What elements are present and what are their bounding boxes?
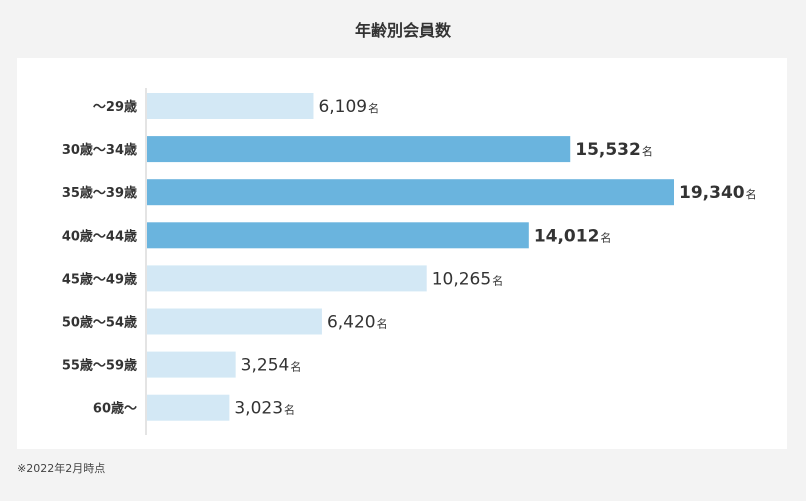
- bar: [147, 351, 236, 378]
- bar: [147, 265, 427, 292]
- category-label: 45歳〜49歳: [62, 271, 137, 287]
- category-label: 55歳〜59歳: [62, 358, 137, 374]
- value-label: 6,420名: [327, 313, 388, 333]
- value-label: 3,254名: [241, 356, 302, 376]
- category-label: 35歳〜39歳: [62, 185, 137, 201]
- bar: [147, 394, 230, 421]
- category-label: 〜29歳: [93, 99, 137, 115]
- category-label: 40歳〜44歳: [62, 228, 137, 244]
- bar: [147, 308, 322, 335]
- value-label: 14,012名: [534, 226, 612, 246]
- chart-panel: 〜29歳 6,109名 30歳〜34歳 15,532名 35歳〜39歳 19,340名 40…: [17, 58, 787, 449]
- footnote: ※2022年2月時点: [17, 462, 106, 475]
- bar-chart: 〜29歳 6,109名 30歳〜34歳 15,532名 35歳〜39歳 19,340名 40…: [62, 88, 757, 435]
- bar: [147, 136, 571, 163]
- value-label: 6,109名: [318, 97, 379, 117]
- value-label: 3,023名: [234, 399, 295, 419]
- bar: [147, 222, 529, 249]
- chart-title: 年齢別会員数: [354, 21, 451, 40]
- bar: [147, 93, 314, 119]
- category-label: 60歳〜: [93, 401, 137, 417]
- value-label: 15,532名: [575, 140, 653, 160]
- category-label: 30歳〜34歳: [62, 142, 137, 158]
- value-label: 10,265名: [432, 269, 503, 289]
- bar: [147, 179, 674, 206]
- value-label: 19,340名: [679, 183, 757, 203]
- category-label: 50歳〜54歳: [62, 315, 137, 331]
